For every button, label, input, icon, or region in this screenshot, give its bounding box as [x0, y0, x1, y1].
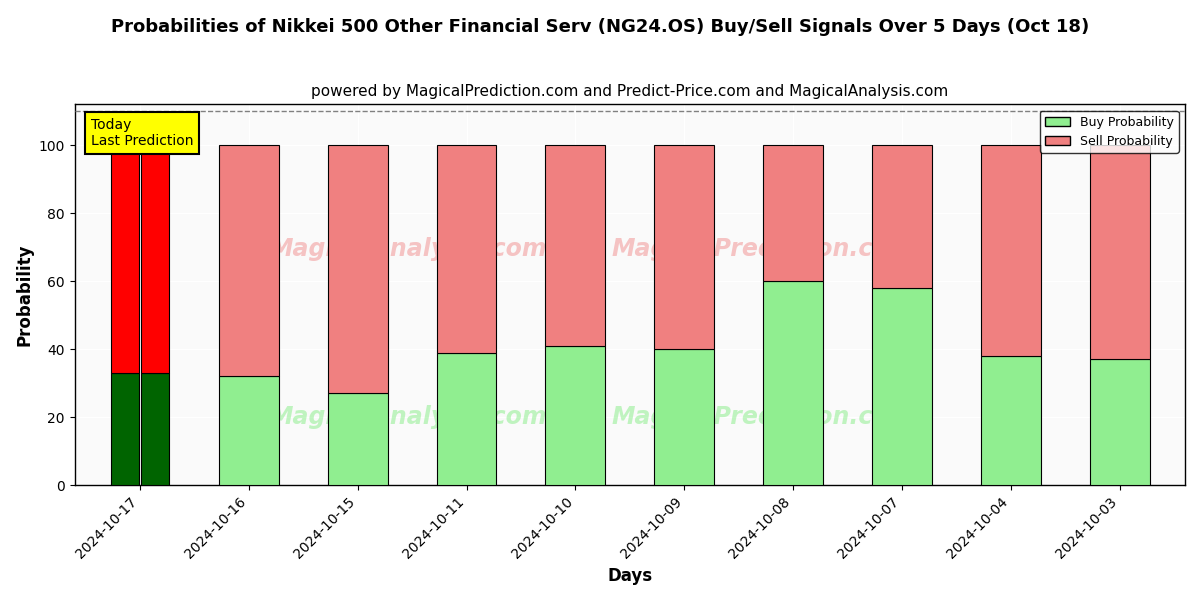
Bar	[437, 145, 497, 353]
Bar	[142, 145, 169, 373]
Text: MagicalAnalysis.com: MagicalAnalysis.com	[269, 237, 546, 261]
Legend: Buy Probability, Sell Probability: Buy Probability, Sell Probability	[1040, 110, 1178, 153]
Text: MagicalPrediction.com: MagicalPrediction.com	[612, 237, 914, 261]
X-axis label: Days: Days	[607, 567, 653, 585]
Bar	[142, 373, 169, 485]
Text: Probabilities of Nikkei 500 Other Financial Serv (NG24.OS) Buy/Sell Signals Over: Probabilities of Nikkei 500 Other Financ…	[110, 18, 1090, 36]
Bar	[328, 145, 388, 394]
Bar	[980, 145, 1040, 356]
Bar	[872, 145, 932, 288]
Text: MagicalPrediction.com: MagicalPrediction.com	[612, 404, 914, 428]
Bar	[546, 145, 605, 346]
Bar	[112, 145, 139, 373]
Text: Today
Last Prediction: Today Last Prediction	[91, 118, 193, 148]
Bar	[437, 353, 497, 485]
Bar	[1090, 145, 1150, 359]
Bar	[218, 376, 278, 485]
Bar	[654, 145, 714, 349]
Bar	[328, 394, 388, 485]
Bar	[1090, 359, 1150, 485]
Bar	[654, 349, 714, 485]
Bar	[112, 373, 139, 485]
Y-axis label: Probability: Probability	[16, 244, 34, 346]
Bar	[872, 288, 932, 485]
Bar	[546, 346, 605, 485]
Text: MagicalAnalysis.com: MagicalAnalysis.com	[269, 404, 546, 428]
Bar	[218, 145, 278, 376]
Title: powered by MagicalPrediction.com and Predict-Price.com and MagicalAnalysis.com: powered by MagicalPrediction.com and Pre…	[311, 84, 948, 99]
Bar	[763, 145, 823, 281]
Bar	[980, 356, 1040, 485]
Bar	[763, 281, 823, 485]
